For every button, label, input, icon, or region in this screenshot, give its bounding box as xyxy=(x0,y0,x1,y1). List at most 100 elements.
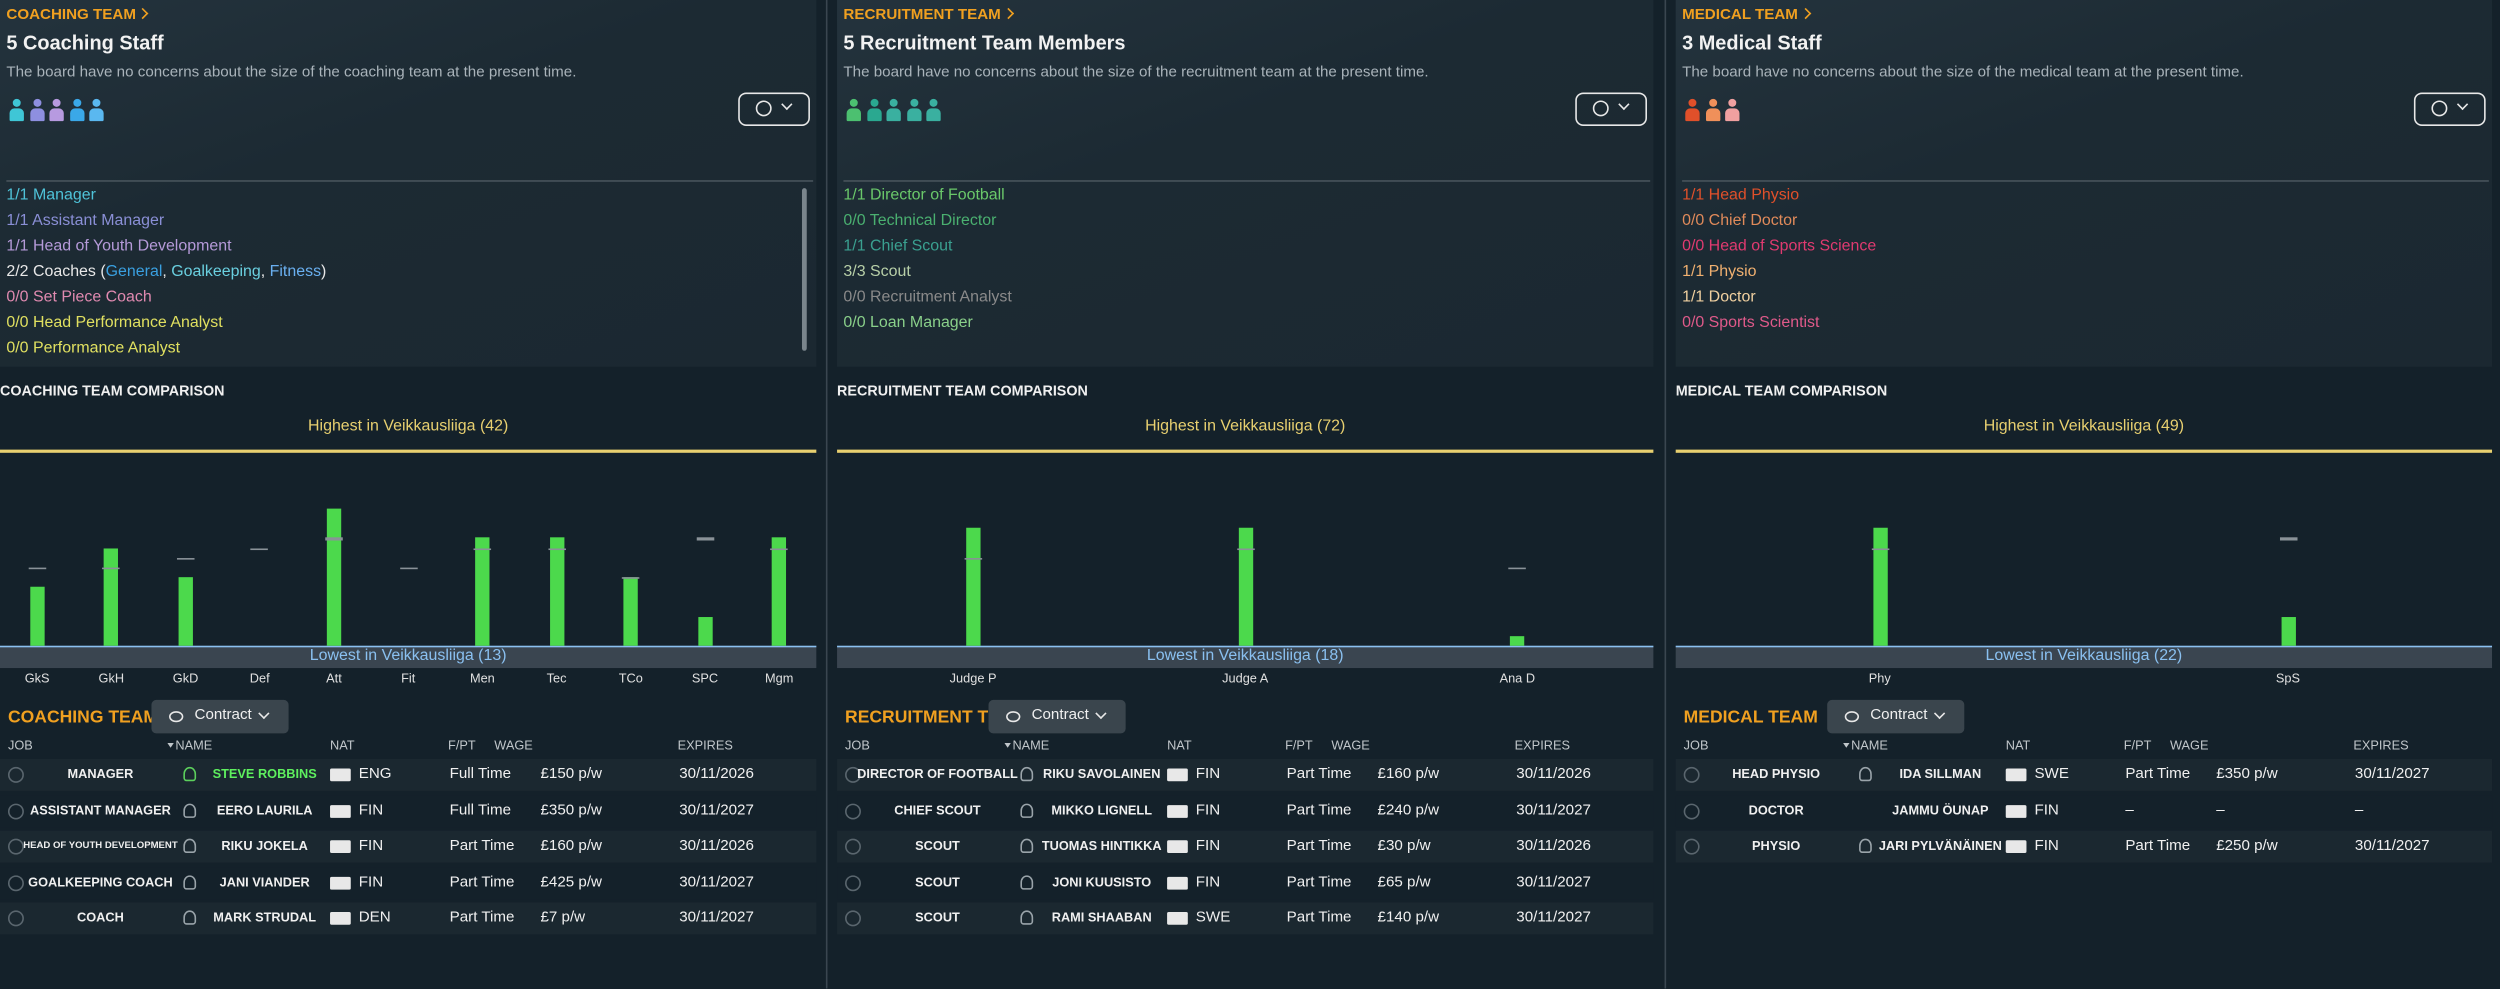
wage: £65 p/w xyxy=(1377,873,1431,891)
eye-icon xyxy=(1844,711,1860,723)
role-line: 0/0 Sports Scientist xyxy=(1682,314,1819,332)
staff-row[interactable]: CHIEF SCOUT MIKKO LIGNELL FIN Part Time £240… xyxy=(837,794,1654,827)
column-header[interactable]: WAGE xyxy=(2169,738,2209,753)
column-header[interactable]: EXPIRES xyxy=(1514,738,1570,753)
role-line: 0/0 Set Piece Coach xyxy=(6,289,151,307)
league-average xyxy=(176,557,195,560)
staff-row[interactable]: COACH MARK STRUDAL DEN Part Time £7 p/w 30/11… xyxy=(0,903,817,935)
icon-head xyxy=(1728,98,1737,107)
column-header[interactable]: WAGE xyxy=(494,738,533,753)
contract-dropdown[interactable]: Contract xyxy=(1827,699,1965,734)
column-header[interactable]: NAT xyxy=(1167,738,1192,753)
icon-head xyxy=(12,98,21,107)
section-link[interactable]: COACHING TEAM xyxy=(6,6,149,24)
lowest-band xyxy=(0,645,817,669)
bar xyxy=(965,528,981,646)
person-icon xyxy=(1859,838,1872,854)
category-label: Att xyxy=(326,671,342,686)
lowest-band xyxy=(837,645,1654,669)
section-link[interactable]: MEDICAL TEAM xyxy=(1682,6,1811,24)
expires: 30/11/2027 xyxy=(2354,837,2430,855)
contract-type: Full Time xyxy=(449,765,512,783)
staff-row[interactable]: PHYSIO JARI PYLVÄNÄINEN FIN Part Time £250 p… xyxy=(1675,830,2493,863)
wage: £240 p/w xyxy=(1377,801,1440,819)
person-icon xyxy=(1020,874,1034,890)
contract-type: Part Time xyxy=(1286,837,1352,855)
staff-row[interactable]: HEAD OF YOUTH DEVELOPMENT RIKU JOKELA FIN P… xyxy=(0,830,817,863)
icon-body xyxy=(846,108,861,122)
staff-row[interactable]: ASSISTANT MANAGER EERO LAURILA FIN Full Tim… xyxy=(0,794,817,827)
section-link[interactable]: RECRUITMENT TEAM xyxy=(843,6,1014,24)
highest-line xyxy=(1675,449,2493,453)
role-line: 0/0 Chief Doctor xyxy=(1682,212,1797,230)
board-note: The board have no concerns about the siz… xyxy=(6,63,577,82)
scrollbar[interactable] xyxy=(801,188,807,351)
column-header[interactable]: EXPIRES xyxy=(2353,738,2409,753)
column-header[interactable]: F/PT xyxy=(1285,738,1313,753)
staff-icon xyxy=(1685,98,1700,122)
category-label: Phy xyxy=(1868,671,1891,686)
contract-type: Part Time xyxy=(2125,765,2191,783)
table-title: COACHING TEAM xyxy=(7,707,159,728)
staff-row[interactable]: MANAGER STEVE ROBBINS ENG Full Time £150 p/w… xyxy=(0,758,817,791)
column-header[interactable]: F/PT xyxy=(2123,738,2152,753)
flag xyxy=(2005,768,2027,782)
league-average xyxy=(547,547,566,550)
expires: 30/11/2026 xyxy=(679,837,754,855)
role-line: 1/1 Doctor xyxy=(1682,289,1756,307)
wage: £7 p/w xyxy=(540,909,586,927)
contract-dropdown[interactable]: Contract xyxy=(988,699,1126,734)
bar xyxy=(29,586,45,646)
dropdown-label: Contract xyxy=(1870,706,1928,724)
eye-icon xyxy=(169,711,184,723)
expires: – xyxy=(2354,801,2364,819)
staff-row[interactable]: HEAD PHYSIO IDA SILLMAN SWE Part Time £350 p… xyxy=(1675,758,2493,791)
role-line: 0/0 Head of Sports Science xyxy=(1682,238,1876,256)
staff-filter-button[interactable] xyxy=(1575,92,1648,126)
category-label: SPC xyxy=(691,671,719,686)
job: SCOUT xyxy=(915,838,960,854)
column-header[interactable]: NAME xyxy=(175,738,213,753)
staff-row[interactable]: GOALKEEPING COACH JANI VIANDER FIN Part Tim… xyxy=(0,867,817,899)
lowest-label: Lowest in Veikkausliiga (18) xyxy=(1146,647,1344,665)
role-line: 0/0 Performance Analyst xyxy=(6,340,180,358)
name: IDA SILLMAN xyxy=(1899,766,1982,782)
dropdown-label: Contract xyxy=(1031,706,1089,724)
category-label: Ana D xyxy=(1499,671,1536,686)
divider-line xyxy=(843,180,1651,182)
column-header[interactable]: EXPIRES xyxy=(677,738,733,753)
contract-type: Part Time xyxy=(1286,801,1352,819)
highest-line xyxy=(0,449,817,453)
button-icon xyxy=(1592,100,1609,117)
column-header[interactable]: NAME xyxy=(1012,738,1050,753)
column-header[interactable]: JOB xyxy=(845,738,870,753)
column-header[interactable]: WAGE xyxy=(1331,738,1370,753)
contract-dropdown[interactable]: Contract xyxy=(151,699,289,734)
column-header[interactable]: F/PT xyxy=(448,738,476,753)
flag xyxy=(1167,876,1188,890)
contract-type: Part Time xyxy=(449,909,515,927)
staff-row[interactable]: DIRECTOR OF FOOTBALL RIKU SAVOLAINEN FIN Pa… xyxy=(837,758,1654,791)
column-header[interactable]: NAT xyxy=(330,738,355,753)
staff-filter-button[interactable] xyxy=(738,92,810,126)
row-check xyxy=(1683,766,1700,783)
column-header[interactable]: JOB xyxy=(7,738,33,753)
staff-row[interactable]: SCOUT TUOMAS HINTIKKA FIN Part Time £30 p/w 3… xyxy=(837,830,1654,863)
role-text: 1/1 Physio xyxy=(1682,263,1757,281)
highest-label: Highest in Veikkausliiga (72) xyxy=(1145,417,1346,436)
column-header[interactable]: NAME xyxy=(1851,738,1888,753)
column-header[interactable]: NAT xyxy=(2005,738,2031,753)
staff-row[interactable]: SCOUT RAMI SHAABAN SWE Part Time £140 p/w 30/… xyxy=(837,903,1654,935)
sort-caret xyxy=(1843,742,1850,748)
name: EERO LAURILA xyxy=(216,802,313,818)
staff-filter-button[interactable] xyxy=(2413,92,2486,126)
name: RAMI SHAABAN xyxy=(1051,911,1152,926)
name: STEVE ROBBINS xyxy=(212,766,317,782)
role-text: 0/0 Recruitment Analyst xyxy=(843,288,1012,307)
wage: £160 p/w xyxy=(540,837,602,855)
icon-head xyxy=(889,98,898,107)
staff-row[interactable]: DOCTOR JAMMU ÖUNAP FIN – – – xyxy=(1675,794,2493,827)
staff-row[interactable]: SCOUT JONI KUUSISTO FIN Part Time £65 p/w 30/… xyxy=(837,867,1654,899)
column-header[interactable]: JOB xyxy=(1683,738,1709,753)
